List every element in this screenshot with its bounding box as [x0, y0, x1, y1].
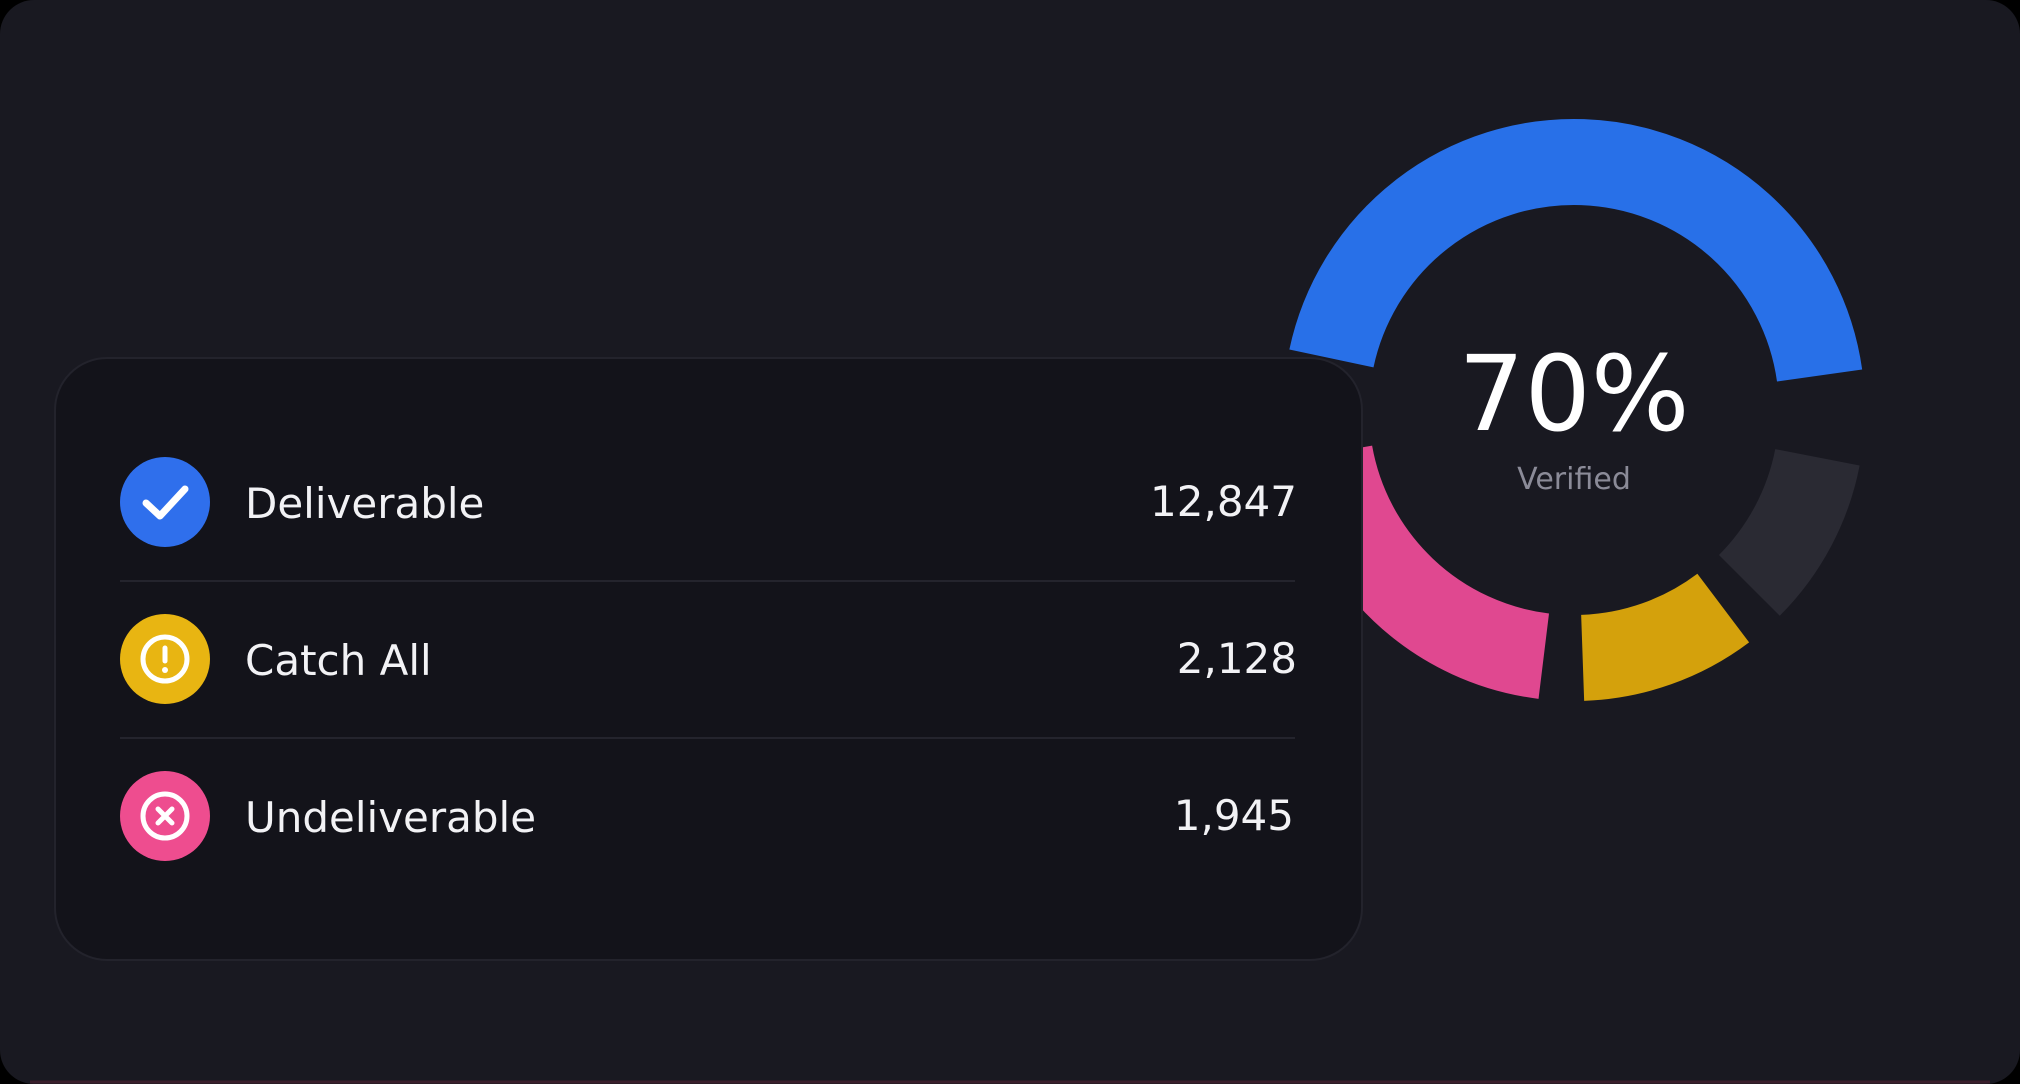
check-mark	[142, 485, 189, 520]
center-value: 70%	[1458, 333, 1689, 455]
warning-ring	[140, 634, 190, 684]
error-ring	[140, 791, 190, 841]
donut-segment	[1289, 119, 1863, 382]
donut-segment	[1718, 448, 1860, 616]
row: Deliverable 12,847	[120, 457, 1297, 547]
row-value: 12,847	[1150, 477, 1297, 526]
row-label: Catch All	[245, 636, 432, 685]
row-label: Deliverable	[245, 479, 484, 528]
center-label: Verified	[1517, 462, 1631, 497]
row: Catch All 2,128	[120, 614, 1297, 704]
card	[54, 357, 1363, 961]
error-x	[155, 806, 175, 826]
row: Undeliverable 1,945	[120, 771, 1294, 861]
row-value: 1,945	[1174, 791, 1294, 840]
donut-segment	[1580, 573, 1750, 701]
check-icon	[120, 457, 210, 547]
row-label: Undeliverable	[245, 793, 536, 842]
row-value: 2,128	[1177, 634, 1297, 683]
warning-dot	[162, 667, 168, 673]
